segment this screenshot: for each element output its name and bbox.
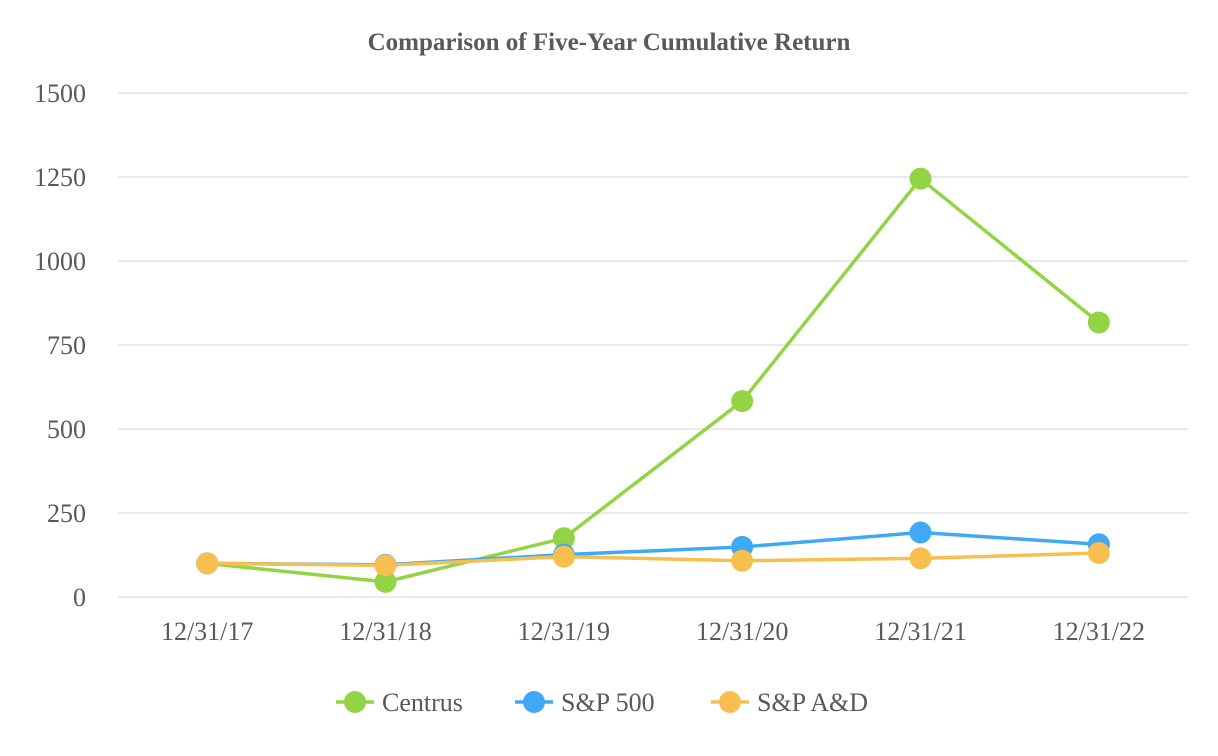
legend-item: Centrus xyxy=(336,688,463,717)
legend-label: S&P A&D xyxy=(757,688,868,717)
y-tick-label: 1250 xyxy=(34,163,86,192)
y-tick-label: 250 xyxy=(47,499,86,528)
x-tick-label: 12/31/22 xyxy=(1053,617,1145,646)
data-point xyxy=(909,521,932,544)
x-axis-ticks: 12/31/17 12/31/18 12/31/19 12/31/20 12/31/21… xyxy=(161,617,1145,646)
series-2 xyxy=(196,541,1110,577)
y-axis-ticks: 0 250 500 750 1000 1250 1500 xyxy=(34,79,86,612)
series-line xyxy=(206,176,1100,584)
series-line xyxy=(207,551,1099,568)
data-point xyxy=(731,390,754,413)
data-point xyxy=(731,549,754,572)
data-point xyxy=(552,527,575,550)
legend: Centrus S&P 500 S&P A&D xyxy=(336,688,868,717)
legend-label: Centrus xyxy=(382,688,463,717)
series-0 xyxy=(196,167,1110,593)
data-point xyxy=(909,547,932,570)
series-1 xyxy=(196,521,1110,576)
x-tick-label: 12/31/17 xyxy=(161,617,253,646)
data-point xyxy=(374,570,397,593)
legend-label: S&P 500 xyxy=(561,688,655,717)
y-tick-label: 500 xyxy=(47,415,86,444)
data-point xyxy=(1087,311,1110,334)
y-tick-label: 750 xyxy=(47,331,86,360)
legend-item: S&P 500 xyxy=(515,688,655,717)
data-point xyxy=(374,554,397,577)
legend-item: S&P A&D xyxy=(711,688,868,717)
y-tick-label: 1500 xyxy=(34,79,86,108)
data-point xyxy=(196,552,219,575)
x-tick-label: 12/31/20 xyxy=(696,617,788,646)
data-point xyxy=(552,545,575,568)
y-tick-label: 1000 xyxy=(34,247,86,276)
legend-swatch-marker xyxy=(523,691,545,713)
x-tick-label: 12/31/21 xyxy=(874,617,966,646)
x-tick-label: 12/31/18 xyxy=(339,617,431,646)
legend-swatch-marker xyxy=(719,691,741,713)
data-point xyxy=(1087,541,1110,564)
series-lines xyxy=(196,167,1110,593)
x-tick-label: 12/31/19 xyxy=(518,617,610,646)
chart-title: Comparison of Five-Year Cumulative Retur… xyxy=(368,29,851,56)
gridlines xyxy=(118,92,1188,598)
data-point xyxy=(909,167,932,190)
y-tick-label: 0 xyxy=(73,583,86,612)
legend-swatch-marker xyxy=(344,691,366,713)
